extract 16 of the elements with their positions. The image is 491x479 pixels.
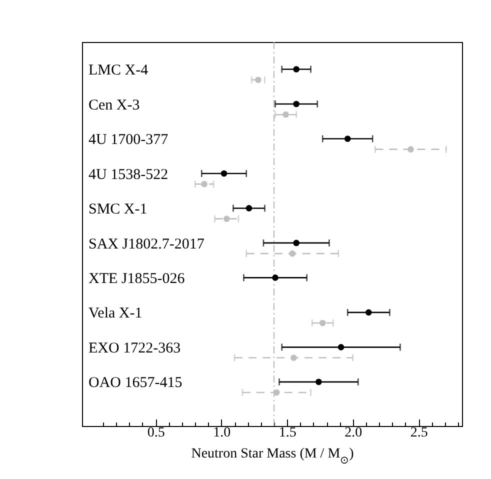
y-tick-label: 4U 1538-522	[88, 166, 168, 183]
x-tick-label: 0.5	[147, 426, 165, 440]
y-tick-label: OAO 1657-415	[88, 375, 182, 392]
y-tick-label: EXO 1722-363	[88, 340, 181, 356]
x-tick-label: 1.0	[213, 426, 231, 440]
y-tick-label: SMC X-1	[88, 202, 148, 218]
y-tick-label: SAX J1802.7-2017	[88, 236, 205, 252]
y-tick-label: Cen X-3	[88, 97, 140, 114]
y-tick-label: 4U 1700-377	[88, 132, 169, 148]
x-axis-title: Neutron Star Mass (M / M$_{⊙}$)	[191, 446, 354, 466]
x-tick-label: 1.5	[278, 426, 296, 440]
y-tick-label: LMC X-4	[88, 62, 149, 79]
x-tick-label: 2.0	[344, 426, 362, 440]
y-tick-label: Vela X-1	[88, 306, 142, 322]
x-tick-label: 2.5	[410, 426, 428, 440]
y-tick-label: XTE J1855-026	[88, 270, 186, 287]
